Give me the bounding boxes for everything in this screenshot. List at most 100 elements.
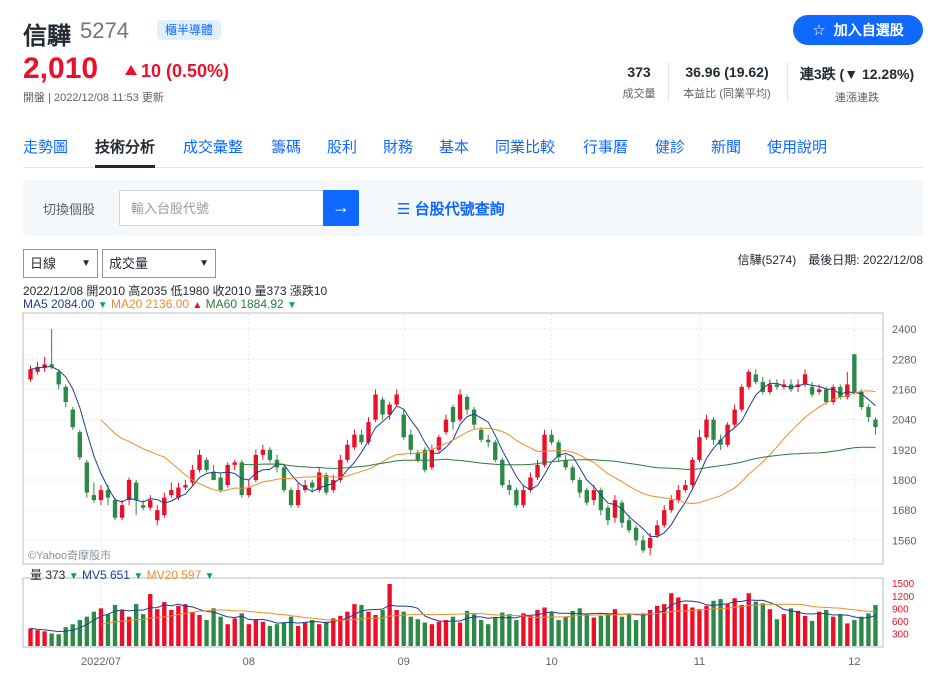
volume-bar bbox=[373, 615, 378, 646]
volume-bar bbox=[302, 622, 308, 646]
candle-body bbox=[436, 437, 442, 450]
candle-body bbox=[119, 505, 125, 518]
volume-bar bbox=[176, 605, 181, 646]
volume-bar bbox=[591, 617, 597, 646]
stock-code-input[interactable] bbox=[119, 190, 324, 226]
period-select-value: 日線 bbox=[30, 256, 57, 271]
volume-tick-label: 1200 bbox=[892, 592, 915, 603]
volume-bar bbox=[288, 616, 294, 646]
candle-body bbox=[338, 459, 343, 480]
watermark: ©Yahoo奇摩股市 bbox=[28, 548, 111, 562]
month-label: 11 bbox=[694, 656, 705, 668]
price-panel-border bbox=[22, 312, 884, 565]
volume-bar bbox=[162, 602, 167, 646]
candle-body bbox=[401, 414, 406, 438]
volume-bar bbox=[246, 624, 251, 646]
tab-peer-compare[interactable]: 同業比較 bbox=[495, 139, 556, 156]
candle-body bbox=[486, 439, 491, 443]
indicator-select-value: 成交量 bbox=[109, 256, 149, 271]
candle-body bbox=[140, 505, 146, 508]
code-lookup-link[interactable]: ☰ 台股代號查詢 bbox=[397, 198, 505, 219]
down-triangle-icon: ▼ bbox=[97, 300, 108, 311]
tab-trend[interactable]: 走勢圖 bbox=[23, 139, 69, 156]
candle-body bbox=[98, 490, 104, 501]
up-triangle-icon: ▲ bbox=[192, 300, 203, 311]
candle-body bbox=[464, 397, 470, 410]
vol-legend: 量 373 bbox=[30, 568, 66, 582]
candle-body bbox=[598, 490, 604, 511]
candle-body bbox=[549, 434, 554, 443]
volume-bar bbox=[824, 609, 829, 646]
tab-news[interactable]: 新聞 bbox=[711, 139, 742, 156]
tab-dividend[interactable]: 股利 bbox=[327, 139, 358, 156]
volume-bar bbox=[267, 625, 273, 646]
volume-bar bbox=[183, 604, 188, 646]
indicator-select[interactable]: 成交量 ▼ bbox=[102, 249, 216, 278]
candle-body bbox=[309, 482, 315, 488]
volume-bar bbox=[795, 610, 801, 646]
period-select[interactable]: 日線 ▼ bbox=[23, 249, 98, 278]
tab-chips[interactable]: 籌碼 bbox=[271, 139, 302, 156]
tab-technical[interactable]: 技術分析 bbox=[95, 136, 156, 168]
volume-bar bbox=[493, 617, 498, 646]
stat-streak-label: 連漲連跌 bbox=[835, 92, 879, 104]
sector-tag[interactable]: 櫃半導體 bbox=[157, 20, 222, 40]
candle-body bbox=[873, 419, 878, 428]
volume-bar bbox=[760, 603, 766, 646]
add-watchlist-button[interactable]: ☆ 加入自選股 bbox=[793, 15, 923, 45]
candle-body bbox=[49, 364, 54, 367]
volume-bar bbox=[633, 620, 639, 646]
candle-body bbox=[352, 434, 357, 448]
stat-divider bbox=[787, 62, 788, 102]
candle-body bbox=[450, 407, 456, 423]
code-lookup-label: 台股代號查詢 bbox=[414, 201, 505, 218]
volume-bars bbox=[28, 584, 878, 646]
volume-bar bbox=[387, 584, 392, 646]
candle-body bbox=[676, 490, 681, 501]
volume-bar bbox=[739, 604, 744, 646]
tab-basic[interactable]: 基本 bbox=[439, 139, 470, 156]
volume-bar bbox=[28, 628, 33, 646]
tab-health[interactable]: 健診 bbox=[655, 139, 686, 156]
volume-tick-label: 900 bbox=[892, 604, 909, 615]
candle-body bbox=[500, 459, 505, 486]
volume-bar bbox=[366, 611, 371, 646]
volume-bar bbox=[450, 616, 456, 646]
tab-calendar[interactable]: 行事曆 bbox=[583, 139, 629, 156]
candle-body bbox=[514, 490, 519, 506]
candle-body bbox=[394, 394, 399, 405]
stat-pe-label: 本益比 (同業平均) bbox=[683, 88, 771, 100]
candle-body bbox=[345, 444, 350, 460]
candle-body bbox=[542, 434, 547, 465]
stat-pe-value: 36.96 (19.62) bbox=[685, 64, 769, 80]
candle-body bbox=[126, 480, 132, 501]
volume-bar bbox=[42, 631, 47, 646]
stat-volume: 373 成交量 bbox=[615, 64, 663, 101]
tab-trade-summary[interactable]: 成交彙整 bbox=[183, 139, 244, 156]
candle-body bbox=[197, 454, 202, 470]
tab-financial[interactable]: 財務 bbox=[383, 139, 414, 156]
down-triangle-icon: ▼ bbox=[133, 571, 144, 582]
candle-body bbox=[683, 485, 688, 491]
candle-body bbox=[105, 490, 111, 498]
candle-body bbox=[535, 464, 540, 478]
search-go-button[interactable]: → bbox=[323, 190, 359, 226]
ma60-legend: MA60 1884.92 bbox=[205, 297, 284, 311]
candle-body bbox=[824, 389, 829, 403]
price-change: 10 (0.50%) bbox=[125, 61, 229, 82]
volume-bar bbox=[133, 604, 139, 646]
volume-bar bbox=[500, 612, 505, 646]
volume-bar bbox=[486, 624, 491, 646]
candle-body bbox=[373, 394, 378, 420]
candle-body bbox=[570, 467, 575, 480]
candle-body bbox=[619, 502, 625, 523]
tab-help[interactable]: 使用說明 bbox=[767, 139, 828, 156]
candle-body bbox=[655, 525, 660, 536]
candle-body bbox=[366, 422, 371, 443]
stat-streak-value: 連3跌 (▼ 12.28%) bbox=[799, 66, 915, 82]
ma20-line bbox=[100, 390, 876, 505]
candle-body bbox=[70, 409, 75, 428]
volume-bar bbox=[746, 593, 751, 646]
volume-bar bbox=[98, 608, 104, 646]
